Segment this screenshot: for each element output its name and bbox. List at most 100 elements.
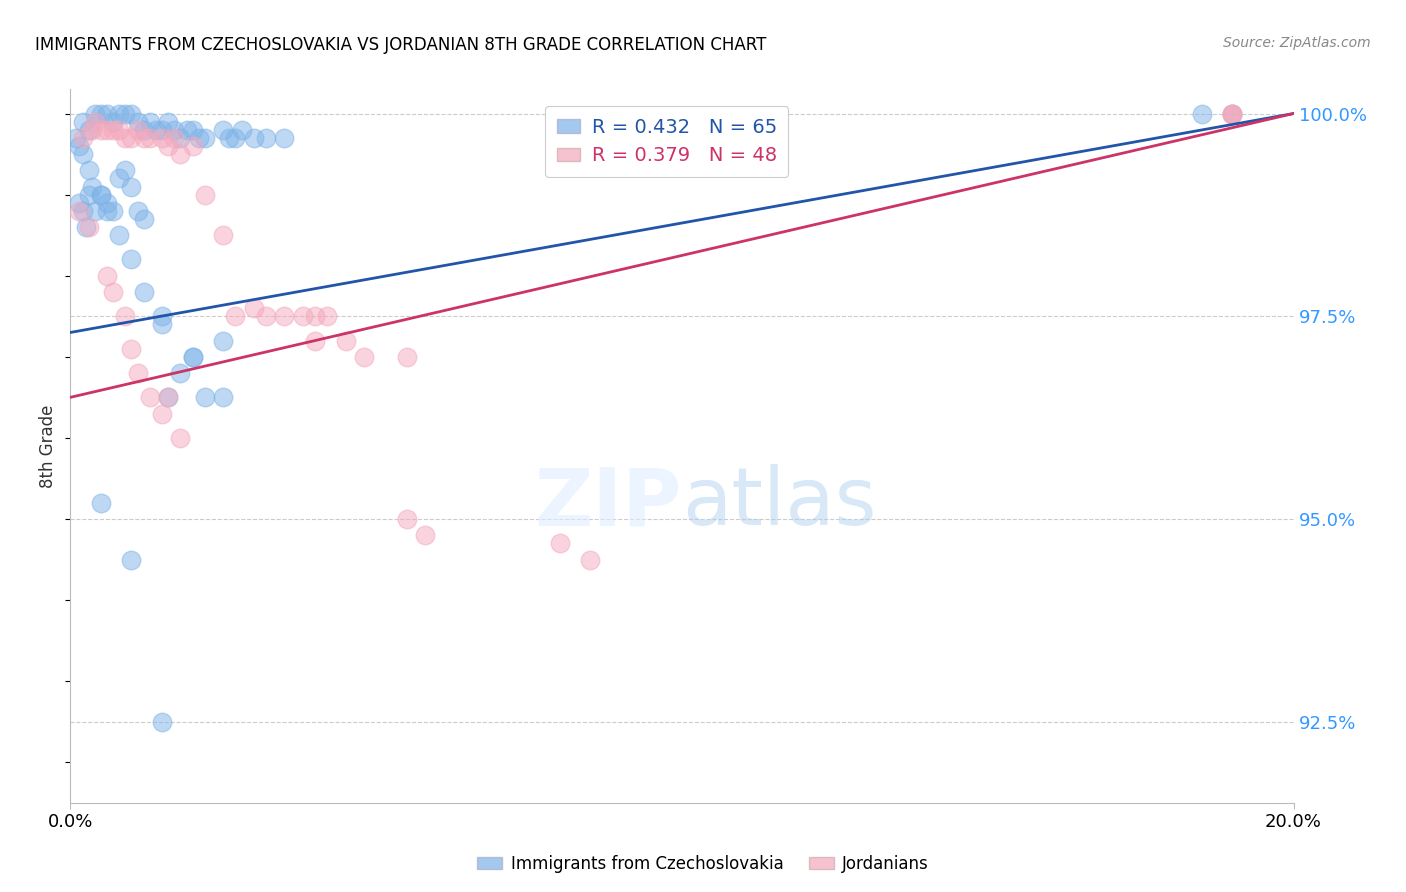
Point (96, 122, 118, 136)
Point (101, 114, 124, 128)
Y-axis label: 8th Grade: 8th Grade (39, 404, 58, 488)
Point (114, 131, 136, 145)
Point (413, 528, 436, 542)
Point (83, 106, 105, 120)
Point (77, 187, 100, 202)
Point (157, 390, 180, 404)
Point (69, 139, 91, 153)
Point (243, 131, 266, 145)
Point (243, 301, 266, 315)
Point (114, 163, 136, 178)
Point (139, 114, 162, 128)
Point (212, 390, 235, 404)
Point (69, 203, 91, 218)
Point (163, 131, 186, 145)
Point (72, 203, 94, 218)
Point (114, 310, 136, 324)
Text: atlas: atlas (682, 464, 876, 542)
Point (395, 350, 418, 364)
Point (157, 114, 180, 128)
Point (121, 106, 143, 120)
Point (169, 147, 191, 161)
Point (108, 171, 131, 186)
Point (108, 106, 131, 120)
Point (72, 147, 94, 161)
Point (1222, 106, 1244, 120)
Point (548, 536, 571, 550)
Point (101, 203, 124, 218)
Point (150, 407, 173, 421)
Point (254, 310, 277, 324)
Point (150, 318, 173, 332)
Point (90, 106, 112, 120)
Point (65, 131, 87, 145)
Point (101, 285, 124, 299)
Point (150, 714, 173, 729)
Point (77, 163, 100, 178)
Point (139, 131, 162, 145)
Point (194, 187, 217, 202)
Point (132, 131, 155, 145)
Point (101, 122, 124, 136)
Point (132, 285, 155, 299)
Point (72, 131, 94, 145)
Point (127, 122, 149, 136)
Point (90, 496, 112, 510)
Point (77, 122, 100, 136)
Point (579, 552, 602, 566)
Point (163, 122, 186, 136)
Point (90, 187, 112, 202)
Point (121, 342, 143, 356)
Point (75, 220, 97, 235)
Point (212, 122, 235, 136)
Point (150, 122, 173, 136)
Point (218, 131, 240, 145)
Point (127, 366, 149, 380)
Point (169, 431, 191, 445)
Point (1222, 106, 1244, 120)
Point (145, 122, 167, 136)
Point (395, 512, 418, 526)
Text: Source: ZipAtlas.com: Source: ZipAtlas.com (1223, 36, 1371, 50)
Point (335, 334, 357, 348)
Point (150, 310, 173, 324)
Point (273, 131, 295, 145)
Legend: Immigrants from Czechoslovakia, Jordanians: Immigrants from Czechoslovakia, Jordania… (471, 848, 935, 880)
Point (132, 122, 155, 136)
Point (121, 552, 143, 566)
Point (224, 131, 246, 145)
Point (169, 131, 191, 145)
Point (169, 366, 191, 380)
Point (127, 114, 149, 128)
Point (273, 310, 295, 324)
Point (114, 106, 136, 120)
Point (212, 334, 235, 348)
Point (291, 310, 314, 324)
Point (181, 139, 204, 153)
Point (121, 252, 143, 267)
Point (83, 114, 105, 128)
Point (139, 390, 162, 404)
Point (157, 390, 180, 404)
Point (1222, 106, 1244, 120)
Point (72, 114, 94, 128)
Point (80, 122, 103, 136)
Point (121, 179, 143, 194)
Point (304, 310, 326, 324)
Point (96, 203, 118, 218)
Point (176, 122, 198, 136)
Point (316, 310, 339, 324)
Point (187, 131, 209, 145)
Point (90, 187, 112, 202)
Point (90, 122, 112, 136)
Point (181, 350, 204, 364)
Text: IMMIGRANTS FROM CZECHOSLOVAKIA VS JORDANIAN 8TH GRADE CORRELATION CHART: IMMIGRANTS FROM CZECHOSLOVAKIA VS JORDAN… (35, 36, 766, 54)
Point (1222, 106, 1244, 120)
Point (96, 268, 118, 283)
Point (353, 350, 375, 364)
Point (96, 106, 118, 120)
Point (254, 131, 277, 145)
Legend: R = 0.432   N = 65, R = 0.379   N = 48: R = 0.432 N = 65, R = 0.379 N = 48 (546, 106, 789, 178)
Point (231, 122, 253, 136)
Point (80, 179, 103, 194)
